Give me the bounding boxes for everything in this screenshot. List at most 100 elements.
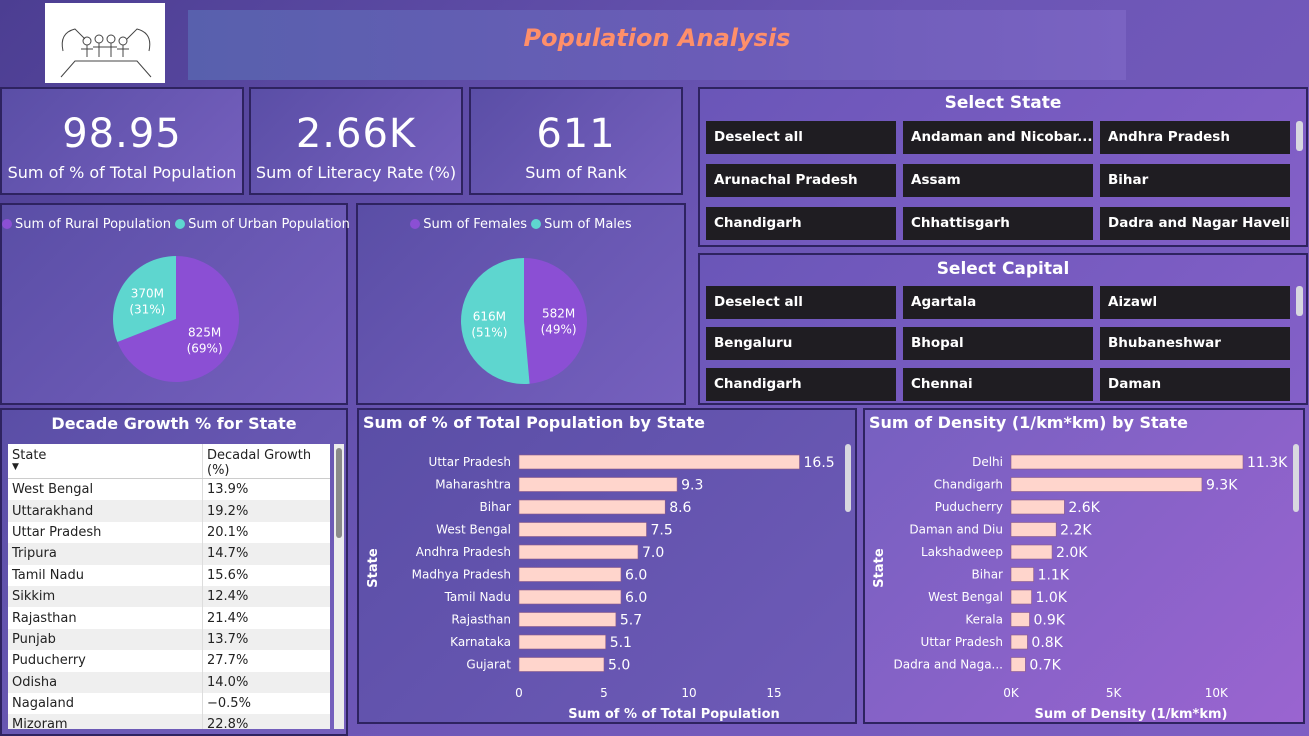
capital-tile[interactable]: Chandigarh: [706, 368, 896, 401]
pie-data-label: 825M: [188, 326, 221, 340]
pie-panel-gender: Sum of Females Sum of Males 582M (49%) 616…: [356, 203, 686, 405]
table-row[interactable]: Mizoram 22.8%: [8, 714, 330, 729]
capital-tile[interactable]: Bengaluru: [706, 327, 896, 360]
bar-value-label: 6.0: [625, 568, 647, 584]
state-tile[interactable]: Bihar: [1100, 164, 1290, 197]
cell-growth: 14.7%: [202, 543, 330, 565]
legend-dot-males: [531, 219, 542, 229]
category-label: West Bengal: [928, 590, 1003, 604]
state-tile[interactable]: Arunachal Pradesh: [706, 164, 896, 197]
bar-value-label: 16.5: [804, 455, 835, 471]
bar[interactable]: [518, 589, 622, 605]
bar[interactable]: [518, 477, 678, 492]
capital-slicer-scrollbar[interactable]: [1296, 286, 1303, 316]
pie-panel-rural-urban: Sum of Rural Population Sum of Urban Pop…: [0, 203, 350, 405]
capital-tile[interactable]: Aizawl: [1100, 286, 1290, 319]
state-tile[interactable]: Assam: [903, 164, 1093, 197]
bar[interactable]: [1010, 657, 1026, 672]
kpi-card-total-population: 98.95 Sum of % of Total Population: [0, 87, 244, 195]
capital-tile[interactable]: Bhopal: [903, 327, 1093, 360]
bar[interactable]: [1010, 544, 1053, 560]
state-slicer: Select State Deselect all Andaman and Ni…: [698, 87, 1308, 247]
bar-value-label: 8.6: [669, 500, 691, 516]
bar-value-label: 2.2K: [1060, 523, 1092, 539]
table-row[interactable]: Puducherry 27.7%: [8, 650, 330, 672]
state-tile[interactable]: Andhra Pradesh: [1100, 121, 1290, 154]
table-scrollbar-thumb[interactable]: [336, 448, 342, 538]
bar[interactable]: [518, 544, 639, 560]
bar[interactable]: [518, 454, 800, 470]
chart-title: Sum of Density (1/km*km) by State: [869, 413, 1188, 432]
kpi-card-literacy-rate: 2.66K Sum of Literacy Rate (%): [249, 87, 463, 195]
category-label: Chandigarh: [934, 478, 1003, 492]
column-header-state[interactable]: State ▼: [8, 444, 203, 479]
table-row[interactable]: Uttarakhand 19.2%: [8, 500, 330, 522]
bar[interactable]: [518, 657, 605, 672]
cell-state: Rajasthan: [8, 607, 203, 629]
cell-state: Uttarakhand: [8, 500, 203, 522]
table-row[interactable]: Odisha 14.0%: [8, 671, 330, 693]
table-row[interactable]: Tamil Nadu 15.6%: [8, 564, 330, 586]
cell-growth: 14.0%: [202, 671, 330, 693]
bar[interactable]: [518, 499, 666, 515]
bar-value-label: 9.3: [681, 478, 703, 494]
bar[interactable]: [518, 567, 622, 582]
pie-legend: Sum of Females Sum of Males: [358, 217, 684, 232]
pie-slice[interactable]: [461, 258, 530, 384]
pie-slice[interactable]: [524, 258, 588, 384]
category-label: Kerala: [965, 613, 1003, 627]
capital-tile[interactable]: Bhubaneshwar: [1100, 327, 1290, 360]
table-row[interactable]: Rajasthan 21.4%: [8, 607, 330, 629]
category-label: Tamil Nadu: [444, 590, 511, 604]
capital-tile[interactable]: Daman: [1100, 368, 1290, 401]
column-header-growth[interactable]: Decadal Growth (%): [202, 444, 330, 479]
chart-scrollbar[interactable]: [1293, 444, 1299, 512]
table-scrollbar-track[interactable]: [334, 444, 344, 729]
state-tile[interactable]: Dadra and Nagar Haveli: [1100, 207, 1290, 240]
bar[interactable]: [518, 634, 606, 650]
state-tile-deselect-all[interactable]: Deselect all: [706, 121, 896, 154]
state-slicer-scrollbar[interactable]: [1296, 121, 1303, 151]
page-title: Population Analysis: [523, 24, 791, 52]
table-row[interactable]: Sikkim 12.4%: [8, 585, 330, 608]
x-axis-label: Sum of % of Total Population: [568, 707, 780, 722]
pie-data-label: 582M: [542, 306, 575, 320]
category-label: Maharashtra: [435, 478, 511, 492]
table-row[interactable]: Nagaland −0.5%: [8, 692, 330, 715]
table-row[interactable]: Tripura 14.7%: [8, 543, 330, 565]
pie-data-label-pct: (49%): [541, 322, 577, 336]
bar[interactable]: [1010, 477, 1203, 492]
cell-state: Mizoram: [8, 714, 203, 729]
chart-scrollbar[interactable]: [845, 444, 851, 512]
bar[interactable]: [1010, 589, 1032, 605]
capital-tile[interactable]: Agartala: [903, 286, 1093, 319]
bar[interactable]: [1010, 567, 1034, 582]
bar[interactable]: [1010, 454, 1244, 470]
capital-tile-deselect-all[interactable]: Deselect all: [706, 286, 896, 319]
bar[interactable]: [1010, 522, 1057, 537]
state-tile[interactable]: Andaman and Nicobar...: [903, 121, 1093, 154]
capital-tile[interactable]: Chennai: [903, 368, 1093, 401]
cell-state: Nagaland: [8, 692, 203, 715]
decade-growth-panel: Decade Growth % for State State ▼ Decadal…: [0, 408, 348, 736]
state-tile[interactable]: Chhattisgarh: [903, 207, 1093, 240]
table-row[interactable]: Punjab 13.7%: [8, 628, 330, 651]
bar[interactable]: [518, 522, 647, 537]
pie-slice[interactable]: [117, 256, 239, 382]
category-label: Rajasthan: [451, 613, 511, 627]
cell-growth: 13.7%: [202, 628, 330, 651]
bar[interactable]: [1010, 499, 1065, 515]
pie-slice[interactable]: [113, 256, 176, 343]
logo: [45, 3, 165, 83]
bar[interactable]: [518, 612, 617, 627]
table-row[interactable]: Uttar Pradesh 20.1%: [8, 521, 330, 544]
legend-dot-rural: [2, 219, 12, 229]
bar[interactable]: [1010, 612, 1030, 627]
people-hands-logo-icon: [60, 28, 152, 78]
category-label: Lakshadweep: [921, 545, 1003, 559]
table-row[interactable]: West Bengal 13.9%: [8, 478, 330, 501]
state-tile[interactable]: Chandigarh: [706, 207, 896, 240]
bar[interactable]: [1010, 634, 1028, 650]
cell-state: Odisha: [8, 671, 203, 693]
cell-state: Uttar Pradesh: [8, 521, 203, 544]
